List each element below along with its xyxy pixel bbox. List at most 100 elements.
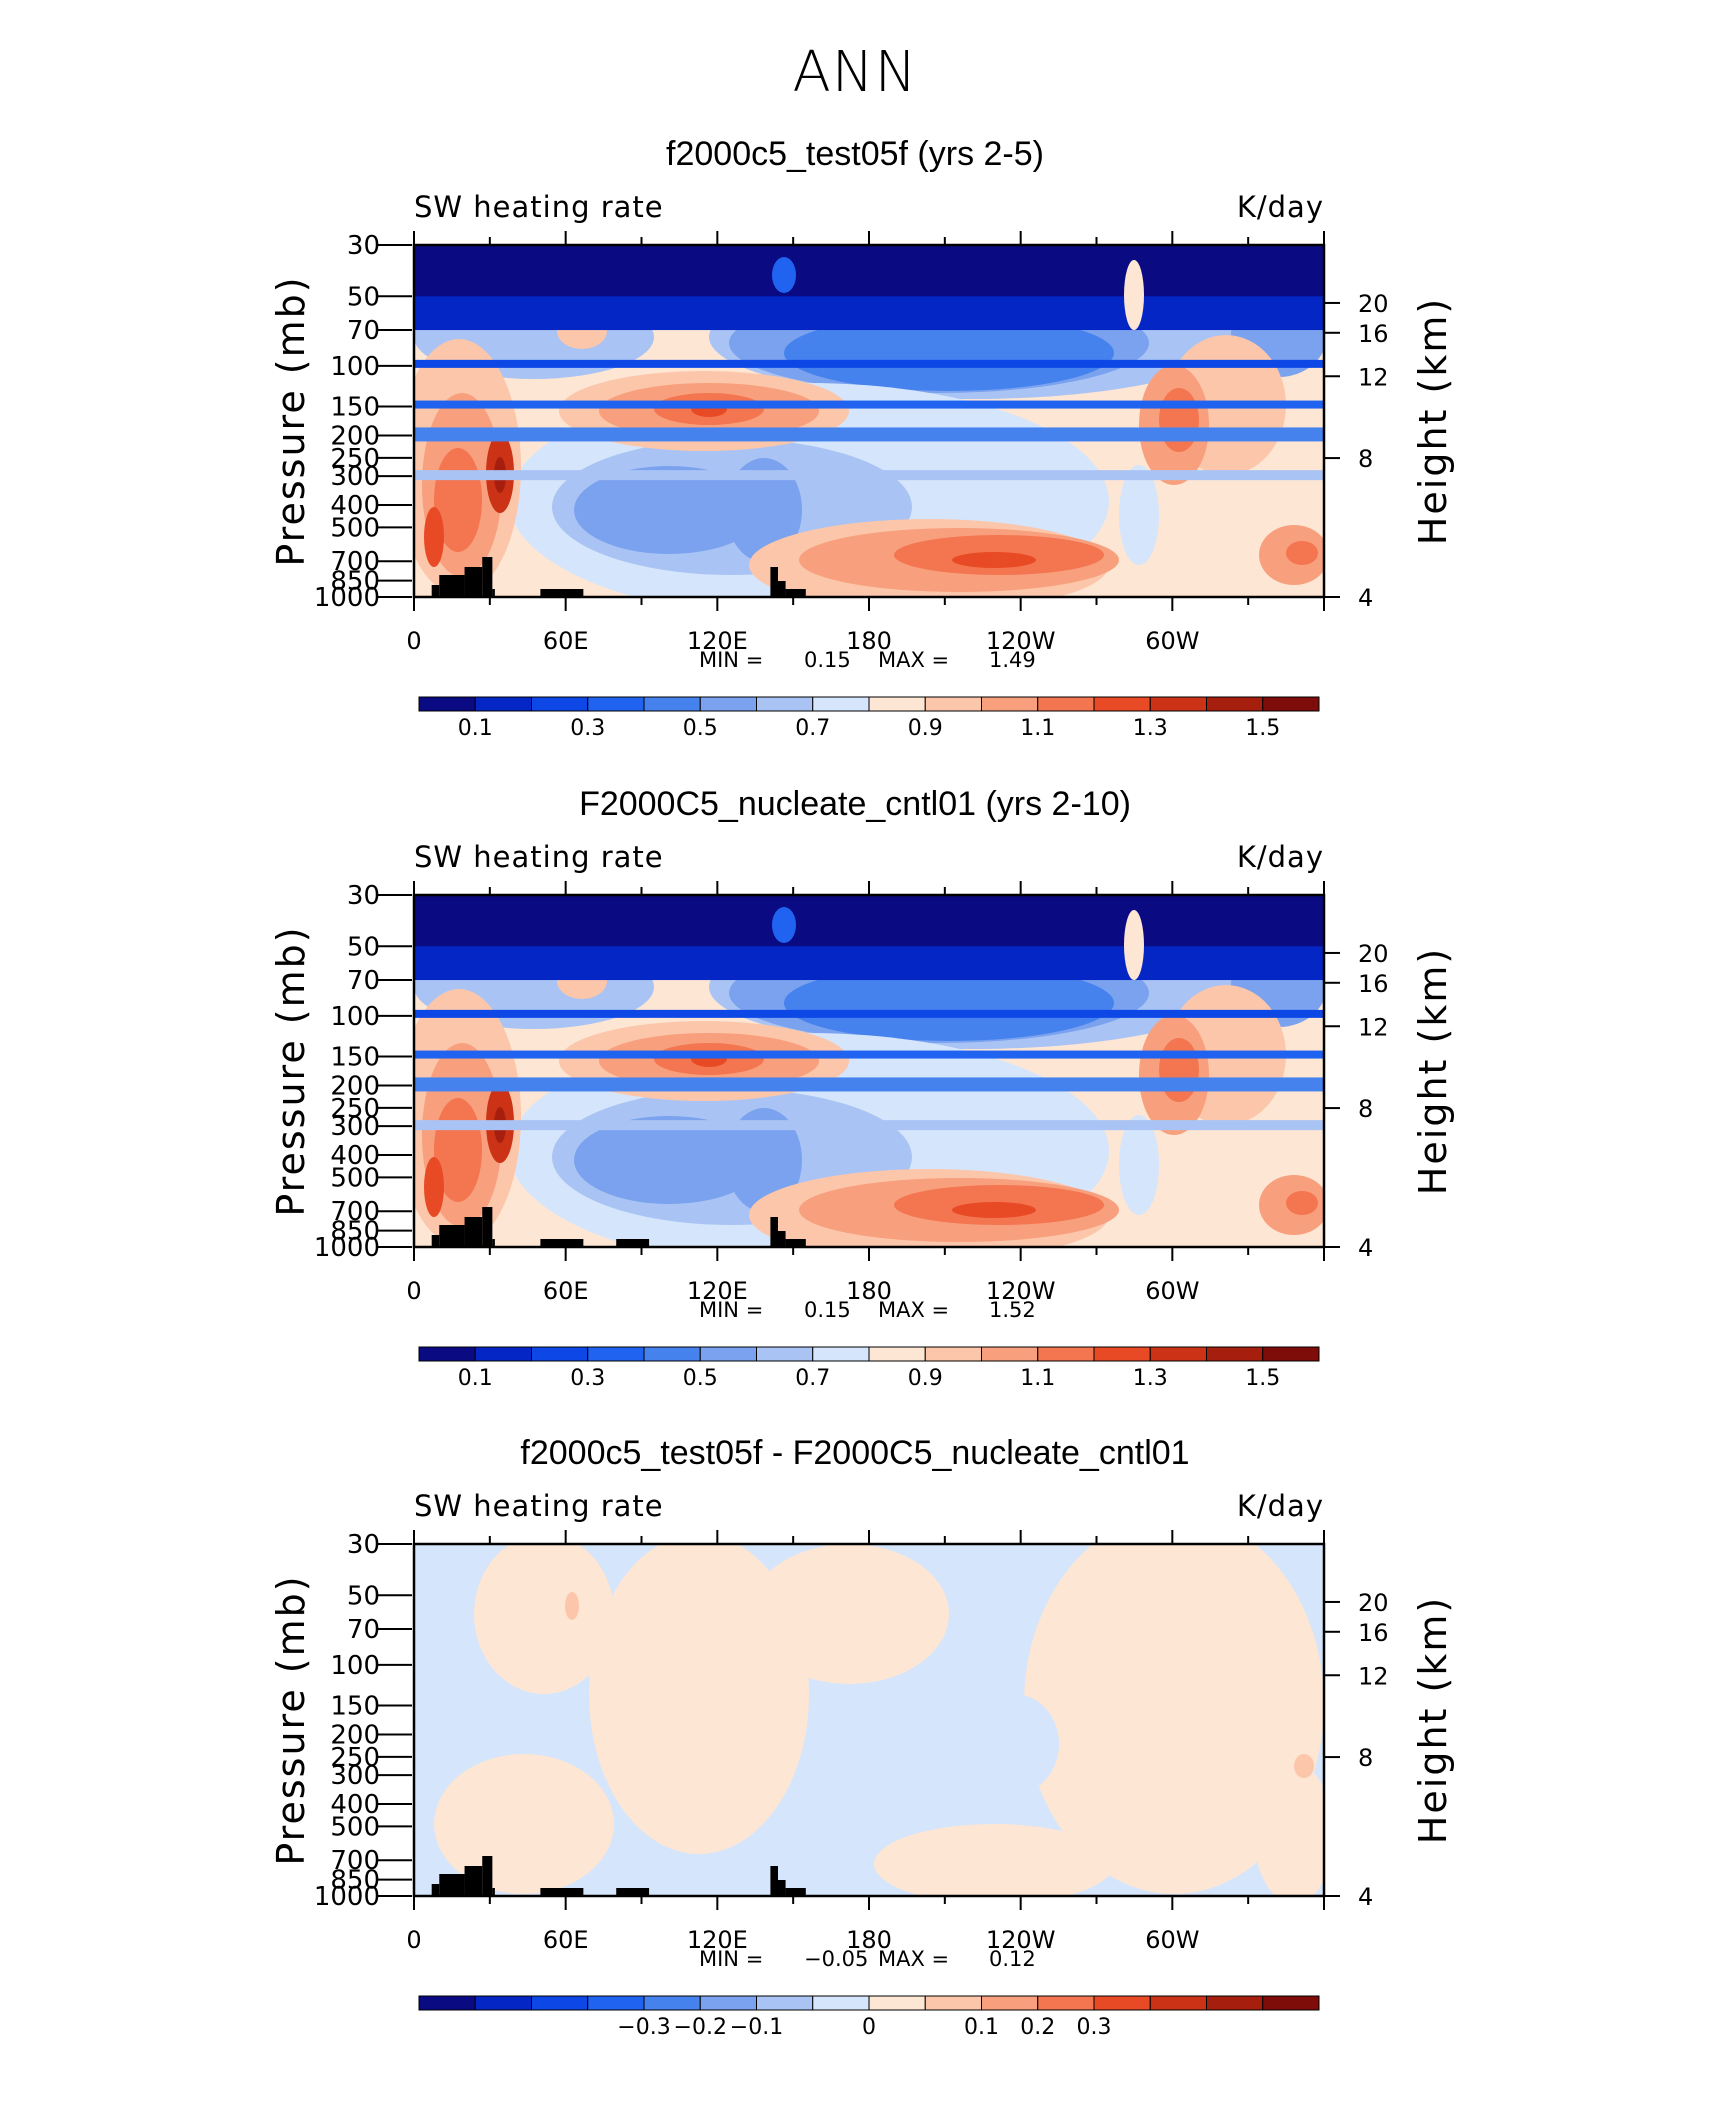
contour-plot: SW heating rate K/day 0 60E 120E 180 120W 60W 30… [269,840,1455,1391]
x-tick-label: 180 [846,1926,892,1954]
contour-region [414,1050,1324,1059]
units-label: K/day [1237,1489,1324,1523]
y2-axis-label: Height (km) [1411,297,1455,545]
colorbar-label: 0.1 [964,2015,999,2040]
contour-region [952,1202,1036,1218]
contour-region [1286,541,1318,565]
terrain-mask [439,1225,465,1247]
y-tick-label: 150 [330,393,380,423]
variable-label: SW heating rate [414,190,664,224]
colorbar-swatch [418,1995,476,2011]
colorbar-swatch [924,1995,982,2011]
terrain-mask [616,1888,650,1896]
colorbar-label: 0.1 [458,716,493,741]
terrain-mask [778,1231,786,1247]
units-label: K/day [1237,840,1324,874]
colorbar-label: 0.7 [795,1366,830,1391]
colorbar-swatch [1262,696,1320,712]
y-tick-label: 200 [330,1720,380,1750]
terrain-mask [431,1235,440,1247]
variable-label: SW heating rate [414,1489,664,1523]
y-tick-label: 30 [347,231,380,261]
contour-region [414,1009,1324,1018]
y-tick-label: 250 [330,1094,380,1124]
y2-tick-label: 20 [1358,940,1389,968]
colorbar-swatch [474,696,532,712]
units-label: K/day [1237,190,1324,224]
terrain-mask [431,585,440,597]
colorbar-label: 1.5 [1245,716,1280,741]
colorbar-swatch [531,1995,589,2011]
contour-region [424,1157,444,1217]
colorbar-swatch [1093,1995,1151,2011]
min-label: MIN = [699,1947,763,1971]
y-tick-label: 1000 [314,1233,380,1263]
contour-region [772,257,796,293]
contour-region [772,907,796,943]
contour-region [1012,1794,1036,1814]
y-tick-label: 250 [330,1743,380,1773]
x-tick-label: 120E [687,1277,748,1305]
contour-field: 0 60E 120E 180 120W 60W3050701001502002503004… [269,231,1455,672]
y2-tick-label: 16 [1358,1619,1389,1647]
colorbar-swatch [474,1995,532,2011]
terrain-mask [785,1239,806,1247]
y-tick-label: 70 [347,316,380,346]
y-tick-label: 700 [330,1197,380,1227]
y-axis-label: Pressure (mb) [269,275,313,566]
y-tick-label: 500 [330,1812,380,1842]
colorbar-label: −0.3 [617,2015,670,2040]
colorbar-swatch [1206,696,1264,712]
colorbar-swatch [699,1346,757,1362]
contour-region [414,427,1324,442]
colorbar-label: 0.9 [908,1366,943,1391]
y-tick-label: 30 [347,881,380,911]
x-tick-label: 120W [986,627,1056,655]
colorbar-swatch [1037,1995,1095,2011]
y-axis-label: Pressure (mb) [269,1574,313,1865]
y2-axis-label: Height (km) [1411,947,1455,1195]
terrain-mask [431,1884,440,1896]
panel-title: f2000c5_test05f - F2000C5_nucleate_cntl0… [520,1434,1190,1472]
colorbar-label: 0.2 [1020,2015,1055,2040]
contour-region [1159,1038,1199,1102]
max-label: MAX = [878,1298,949,1322]
y2-tick-label: 8 [1358,445,1373,473]
contour-region [414,470,1324,481]
colorbar-swatch [699,1995,757,2011]
colorbar-swatch [699,696,757,712]
contour-region [414,895,1324,947]
colorbar-label: 0.3 [570,716,605,741]
colorbar-swatch [1037,696,1095,712]
colorbar-swatch [531,1346,589,1362]
terrain-mask [770,1866,778,1896]
colorbar-label: 0.3 [570,1366,605,1391]
min-value: 0.15 [804,648,851,672]
y2-tick-label: 8 [1358,1095,1373,1123]
contour-region [414,400,1324,409]
colorbar-swatch [756,696,814,712]
colorbar-label: 0.5 [683,1366,718,1391]
max-value: 1.49 [989,648,1036,672]
colorbar: 0.1 0.3 0.5 0.7 0.9 1.1 1.3 1.5 [418,696,1320,741]
terrain-mask [482,1207,493,1247]
terrain-mask [616,1239,650,1247]
contour-region [749,1544,949,1684]
min-value: 0.15 [804,1298,851,1322]
min-label: MIN = [699,1298,763,1322]
x-tick-label: 120E [687,1926,748,1954]
colorbar-label: 1.1 [1020,1366,1055,1391]
terrain-mask [439,1874,465,1896]
contour-region [1024,1544,1324,1894]
colorbar-label: 0.5 [683,716,718,741]
colorbar-label: 0.9 [908,716,943,741]
colorbar-label: 0.1 [458,1366,493,1391]
contour-region [726,1108,802,1212]
variable-label: SW heating rate [414,840,664,874]
contour-plot: SW heating rate K/day 0 60E 120E 180 120W 60W 30… [269,190,1455,741]
contour-region [565,1592,579,1620]
y-tick-label: 700 [330,547,380,577]
x-tick-label: 120E [687,627,748,655]
contour-region [874,1824,1114,1896]
contour-region [414,1077,1324,1092]
